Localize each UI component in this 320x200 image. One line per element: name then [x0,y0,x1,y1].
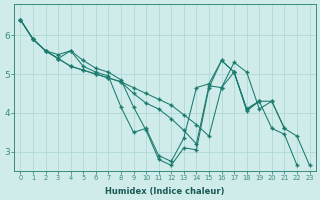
X-axis label: Humidex (Indice chaleur): Humidex (Indice chaleur) [105,187,225,196]
